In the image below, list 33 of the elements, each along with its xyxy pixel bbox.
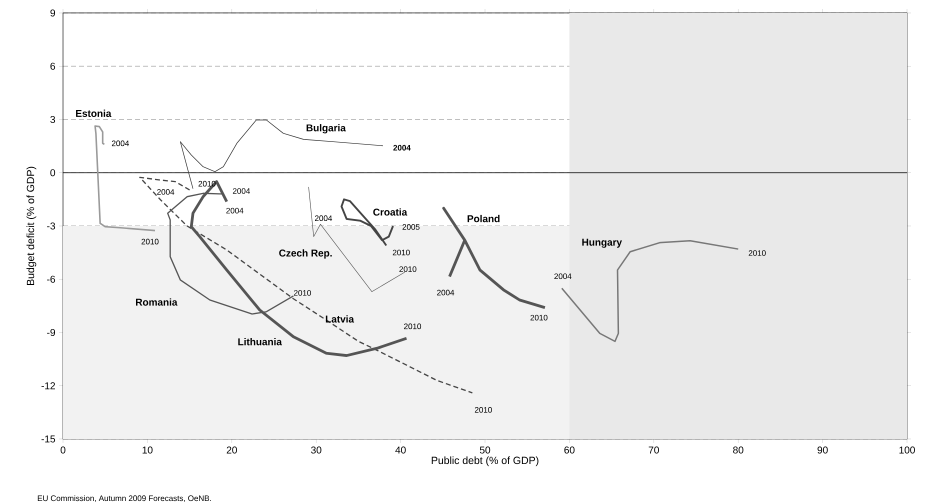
x-tick-label: 80 — [733, 446, 744, 454]
series-label: Lithuania — [238, 338, 282, 346]
series-label: Bulgaria — [306, 124, 346, 134]
series-label: Czech Rep. — [279, 249, 332, 259]
y-tick-label: 9 — [50, 9, 56, 17]
x-tick-label: 70 — [648, 446, 659, 454]
series-label: Estonia — [76, 110, 112, 117]
x-tick-label: 60 — [564, 446, 575, 454]
x-tick-label: 50 — [480, 446, 490, 454]
y-tick-label: -3 — [47, 222, 56, 230]
y-tick-label: 0 — [50, 169, 56, 176]
x-tick-label: 0 — [60, 446, 66, 454]
x-tick-label: 30 — [311, 446, 322, 454]
y-tick-label: -15 — [42, 436, 56, 442]
series-label: Romania — [136, 298, 178, 306]
y-tick-label: -12 — [42, 382, 55, 390]
y-axis-title: Budget deficit (% of GDP) — [26, 166, 36, 286]
series-label: Latvia — [326, 315, 354, 323]
line-series — [180, 120, 384, 190]
series-label: Croatia — [373, 208, 408, 216]
x-tick-label: 90 — [818, 446, 828, 454]
y-tick-label: -6 — [47, 276, 56, 283]
x-tick-label: 100 — [899, 446, 915, 454]
series-label: Hungary — [582, 238, 622, 248]
x-tick-label: 10 — [142, 446, 153, 454]
y-tick-label: -9 — [47, 328, 56, 336]
x-tick-label: 40 — [395, 446, 406, 454]
y-tick-label: 3 — [50, 116, 56, 124]
line-series — [94, 125, 156, 232]
x-tick-label: 20 — [226, 446, 237, 454]
x-axis-title: Public debt (% of GDP) — [432, 456, 538, 466]
y-tick-label: 6 — [50, 62, 56, 70]
series-label: Poland — [468, 214, 500, 222]
